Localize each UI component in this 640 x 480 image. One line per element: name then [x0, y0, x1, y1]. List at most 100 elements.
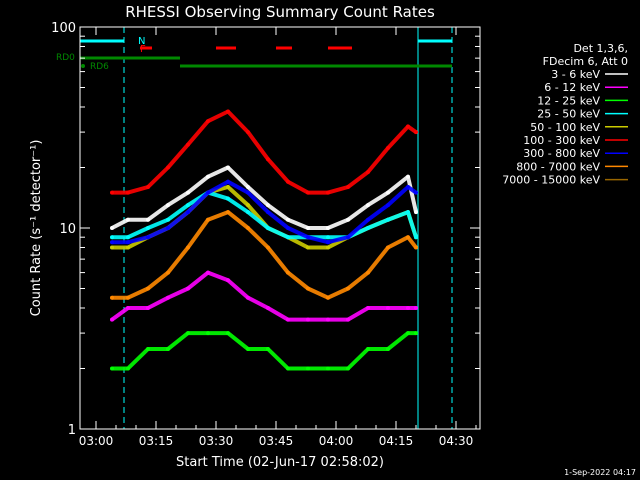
series-point-3-15 [406, 210, 410, 215]
series-point-1-5 [206, 270, 210, 275]
series-point-2-4 [186, 331, 190, 336]
series-point-6-3 [166, 226, 170, 230]
legend-header-0: Det 1,3,6, [573, 42, 628, 55]
series-point-1-2 [146, 306, 150, 310]
series-point-3-0 [110, 235, 114, 240]
legend-label-0: 3 - 6 keV [551, 68, 600, 81]
series-point-7-0 [110, 295, 114, 300]
series-point-6-14 [386, 203, 390, 208]
series-point-3-1 [126, 235, 130, 240]
series-point-1-8 [266, 306, 270, 310]
chart-title: RHESSI Observing Summary Count Rates [125, 3, 435, 21]
series-point-7-9 [286, 270, 290, 275]
x-tick-label-2: 03:30 [199, 434, 234, 448]
series-point-6-7 [246, 190, 250, 195]
series-point-7-12 [346, 286, 350, 291]
series-point-3-2 [146, 226, 150, 230]
legend-label-5: 100 - 300 keV [523, 134, 600, 147]
series-point-5-0 [110, 190, 114, 195]
series-point-7-6 [226, 210, 230, 215]
series-point-1-4 [186, 286, 190, 291]
series-point-7-15 [406, 235, 410, 240]
flag-rd6-label: RD6 [90, 62, 109, 72]
series-point-6-0 [110, 240, 114, 245]
series-point-3-3 [166, 217, 170, 222]
series-point-2-7 [246, 347, 250, 351]
series-point-0-2 [146, 217, 150, 222]
series-point-1-15 [406, 306, 410, 310]
flag-n-label: N [138, 36, 145, 47]
legend-label-1: 6 - 12 keV [544, 81, 600, 94]
series-point-2-3 [166, 347, 170, 351]
x-tick-label-3: 03:45 [259, 434, 294, 448]
series-point-2-5 [206, 331, 210, 336]
series-point-2-8 [266, 347, 270, 351]
series-point-6-10 [306, 235, 310, 240]
series-point-7-13 [366, 270, 370, 275]
series-point-5-16 [414, 130, 418, 135]
series-3 [110, 190, 418, 240]
series-point-5-10 [306, 190, 310, 195]
series-point-6-15 [406, 185, 410, 189]
series-point-5-14 [386, 146, 390, 150]
series-point-4-7 [246, 203, 250, 208]
series-1 [110, 270, 418, 322]
series-2 [110, 331, 418, 371]
series-point-5-13 [366, 170, 370, 174]
flag-f-label: F [140, 44, 146, 55]
x-tick-label-4: 04:00 [319, 434, 354, 448]
series-point-4-6 [226, 185, 230, 189]
series-point-6-9 [286, 226, 290, 230]
series-point-6-4 [186, 210, 190, 215]
footer-timestamp: 1-Sep-2022 04:17 [564, 468, 636, 477]
series-point-5-8 [266, 157, 270, 162]
legend-label-6: 300 - 800 keV [523, 147, 600, 160]
series-point-6-5 [206, 190, 210, 195]
series-point-7-8 [266, 245, 270, 250]
series-point-3-16 [414, 235, 418, 240]
series-point-1-1 [126, 306, 130, 310]
flag-rd0-label: RD0 [56, 53, 75, 63]
series-7 [110, 210, 418, 300]
series-point-2-11 [326, 366, 330, 371]
series-point-1-3 [166, 295, 170, 300]
series-point-7-4 [186, 245, 190, 250]
series-point-4-1 [126, 245, 130, 250]
legend-label-2: 12 - 25 keV [537, 94, 600, 107]
series-point-0-1 [126, 217, 130, 222]
series-point-2-9 [286, 366, 290, 371]
series-point-7-10 [306, 286, 310, 291]
series-point-2-14 [386, 347, 390, 351]
series-point-2-10 [306, 366, 310, 371]
series-point-7-7 [246, 226, 250, 230]
series-point-2-6 [226, 331, 230, 336]
legend-label-4: 50 - 100 keV [530, 121, 600, 134]
series-point-7-16 [414, 245, 418, 250]
series-point-2-15 [406, 331, 410, 336]
y-axis-label: Count Rate (s⁻¹ detector⁻¹) [29, 140, 44, 317]
series-point-6-2 [146, 235, 150, 240]
series-point-2-0 [110, 366, 114, 371]
series-point-1-12 [346, 317, 350, 322]
y-tick-label-2: 100 [51, 21, 76, 36]
series-point-6-1 [126, 240, 130, 245]
series-point-1-0 [110, 317, 114, 322]
y-tick-label-1: 10 [59, 222, 76, 237]
series-point-1-6 [226, 278, 230, 283]
series-point-6-13 [366, 217, 370, 222]
x-tick-label-1: 03:15 [139, 434, 174, 448]
series-point-0-10 [306, 226, 310, 230]
series-point-3-4 [186, 203, 190, 208]
series-point-0-7 [246, 185, 250, 189]
series-point-4-11 [326, 245, 330, 250]
series-point-5-6 [226, 109, 230, 114]
x-axis-label: Start Time (02-Jun-17 02:58:02) [176, 455, 384, 470]
series-point-5-2 [146, 185, 150, 189]
series-point-0-13 [366, 203, 370, 208]
series-point-1-9 [286, 317, 290, 322]
series-point-6-11 [326, 240, 330, 245]
series-point-6-16 [414, 190, 418, 195]
series-point-0-6 [226, 165, 230, 170]
